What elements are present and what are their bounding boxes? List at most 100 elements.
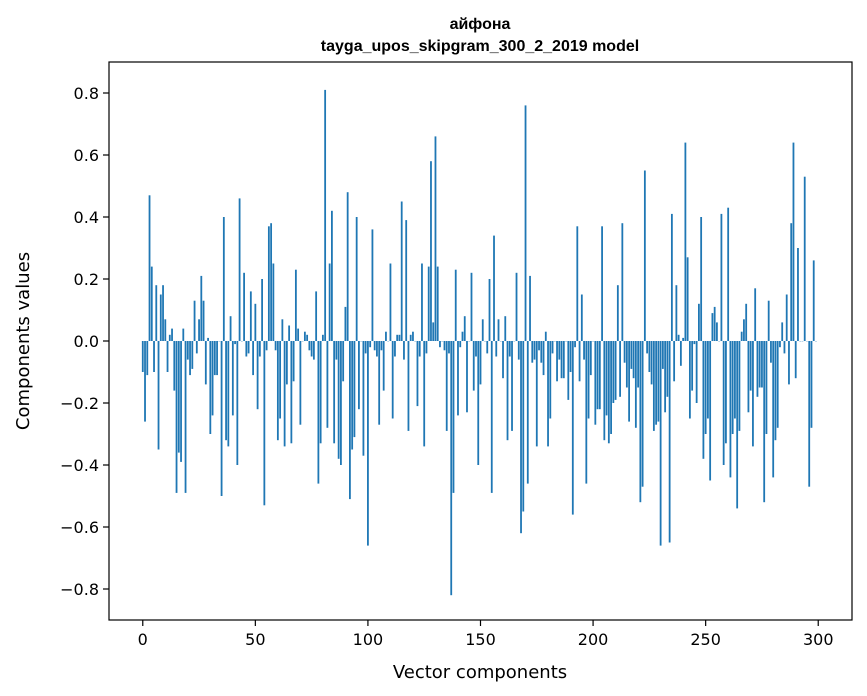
bar — [598, 341, 601, 410]
bar — [702, 341, 705, 459]
bar — [720, 213, 723, 341]
bar — [495, 341, 498, 357]
bar — [256, 341, 259, 410]
bar — [749, 341, 752, 391]
bar — [605, 341, 608, 416]
bar — [198, 319, 200, 341]
bar — [439, 341, 441, 348]
bar — [400, 201, 403, 341]
bar — [707, 341, 709, 419]
bar — [312, 341, 315, 360]
bar — [540, 341, 543, 363]
x-tick-label: 50 — [245, 630, 265, 649]
bar — [319, 341, 322, 444]
bar — [222, 217, 225, 341]
bar — [306, 334, 309, 341]
bar — [195, 341, 198, 354]
bar — [481, 319, 484, 341]
bar — [220, 341, 223, 496]
bar — [168, 334, 171, 341]
bar — [321, 334, 324, 341]
bar — [317, 341, 320, 484]
bars-group — [141, 89, 817, 596]
bar — [394, 341, 396, 357]
bar — [227, 341, 230, 447]
bar — [497, 319, 500, 341]
bar — [229, 316, 232, 341]
y-tick-label: −0.4 — [60, 456, 99, 475]
bar — [670, 213, 673, 341]
chart-title: айфона — [450, 16, 511, 33]
bar — [285, 341, 288, 385]
bar — [603, 341, 606, 441]
bar — [675, 285, 678, 341]
bar — [207, 337, 209, 341]
bar — [376, 341, 378, 357]
bar — [159, 294, 162, 341]
bar — [628, 341, 630, 422]
bar — [337, 341, 340, 459]
bar — [661, 341, 664, 369]
bar — [418, 341, 421, 357]
bar — [186, 341, 189, 360]
x-tick-label: 300 — [803, 630, 834, 649]
bar — [430, 161, 432, 341]
y-tick-label: 0.8 — [74, 84, 99, 103]
bar — [191, 341, 194, 369]
bar — [664, 341, 667, 413]
bar — [794, 341, 797, 379]
bar — [427, 266, 430, 341]
bar — [454, 269, 457, 341]
bar — [299, 341, 302, 425]
bar — [569, 341, 572, 372]
bar — [673, 341, 676, 382]
bar — [556, 341, 558, 382]
bar — [713, 306, 716, 341]
bar — [353, 341, 356, 438]
bar — [774, 341, 777, 441]
bar — [614, 341, 617, 400]
bar — [704, 341, 707, 434]
bar — [684, 142, 687, 341]
bar — [450, 341, 453, 596]
bar — [184, 341, 187, 493]
bar — [146, 341, 149, 376]
bar — [502, 341, 504, 379]
bar — [252, 341, 254, 376]
bar — [340, 341, 342, 465]
bar — [630, 341, 633, 369]
bar — [740, 331, 743, 341]
bar — [490, 341, 493, 493]
bar — [182, 328, 185, 341]
bar — [457, 341, 459, 416]
bar — [193, 300, 196, 341]
bar — [247, 341, 250, 354]
bar — [734, 341, 736, 419]
bar — [292, 341, 295, 382]
bar — [727, 207, 730, 341]
bar — [344, 306, 347, 341]
bar — [373, 341, 376, 351]
bar — [378, 341, 381, 425]
bar — [254, 303, 257, 341]
x-tick-label: 250 — [690, 630, 721, 649]
bar — [355, 217, 358, 341]
bar — [445, 341, 448, 431]
bar — [432, 322, 435, 341]
bar — [326, 341, 329, 428]
bar — [619, 341, 621, 397]
bar — [162, 285, 164, 341]
bar — [549, 341, 552, 419]
bar — [290, 341, 293, 444]
bar — [576, 226, 579, 341]
bar — [238, 198, 241, 341]
bar — [144, 341, 146, 422]
bar — [463, 316, 466, 341]
bar — [216, 341, 218, 376]
bar — [808, 341, 811, 487]
bar — [173, 341, 176, 391]
bar — [574, 341, 576, 348]
x-tick-label: 100 — [353, 630, 384, 649]
bar — [542, 341, 545, 376]
